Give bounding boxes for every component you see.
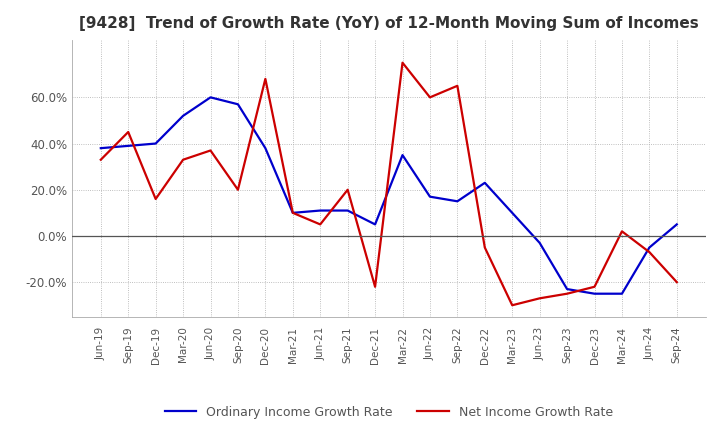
Net Income Growth Rate xyxy=(508,303,516,308)
Net Income Growth Rate xyxy=(96,157,105,162)
Line: Ordinary Income Growth Rate: Ordinary Income Growth Rate xyxy=(101,97,677,293)
Ordinary Income Growth Rate xyxy=(426,194,434,199)
Ordinary Income Growth Rate xyxy=(590,291,599,296)
Ordinary Income Growth Rate xyxy=(206,95,215,100)
Ordinary Income Growth Rate xyxy=(371,222,379,227)
Net Income Growth Rate xyxy=(672,279,681,285)
Ordinary Income Growth Rate xyxy=(261,146,270,151)
Net Income Growth Rate xyxy=(453,83,462,88)
Net Income Growth Rate xyxy=(590,284,599,290)
Ordinary Income Growth Rate xyxy=(343,208,352,213)
Ordinary Income Growth Rate xyxy=(563,286,572,292)
Net Income Growth Rate xyxy=(289,210,297,216)
Ordinary Income Growth Rate xyxy=(96,146,105,151)
Net Income Growth Rate xyxy=(233,187,242,192)
Ordinary Income Growth Rate xyxy=(672,222,681,227)
Line: Net Income Growth Rate: Net Income Growth Rate xyxy=(101,62,677,305)
Ordinary Income Growth Rate xyxy=(179,113,187,118)
Ordinary Income Growth Rate xyxy=(124,143,132,148)
Ordinary Income Growth Rate xyxy=(398,152,407,158)
Ordinary Income Growth Rate xyxy=(508,210,516,216)
Ordinary Income Growth Rate xyxy=(316,208,325,213)
Net Income Growth Rate xyxy=(536,296,544,301)
Net Income Growth Rate xyxy=(316,222,325,227)
Ordinary Income Growth Rate xyxy=(233,102,242,107)
Net Income Growth Rate xyxy=(179,157,187,162)
Net Income Growth Rate xyxy=(563,291,572,296)
Net Income Growth Rate xyxy=(124,129,132,135)
Ordinary Income Growth Rate xyxy=(618,291,626,296)
Ordinary Income Growth Rate xyxy=(453,198,462,204)
Title: [9428]  Trend of Growth Rate (YoY) of 12-Month Moving Sum of Incomes: [9428] Trend of Growth Rate (YoY) of 12-… xyxy=(79,16,698,32)
Ordinary Income Growth Rate xyxy=(536,240,544,246)
Ordinary Income Growth Rate xyxy=(480,180,489,185)
Net Income Growth Rate xyxy=(426,95,434,100)
Net Income Growth Rate xyxy=(151,196,160,202)
Net Income Growth Rate xyxy=(618,229,626,234)
Net Income Growth Rate xyxy=(371,284,379,290)
Ordinary Income Growth Rate xyxy=(289,210,297,216)
Net Income Growth Rate xyxy=(480,245,489,250)
Legend: Ordinary Income Growth Rate, Net Income Growth Rate: Ordinary Income Growth Rate, Net Income … xyxy=(160,401,618,424)
Net Income Growth Rate xyxy=(206,148,215,153)
Net Income Growth Rate xyxy=(398,60,407,65)
Net Income Growth Rate xyxy=(261,76,270,81)
Net Income Growth Rate xyxy=(645,249,654,255)
Ordinary Income Growth Rate xyxy=(645,245,654,250)
Ordinary Income Growth Rate xyxy=(151,141,160,146)
Net Income Growth Rate xyxy=(343,187,352,192)
